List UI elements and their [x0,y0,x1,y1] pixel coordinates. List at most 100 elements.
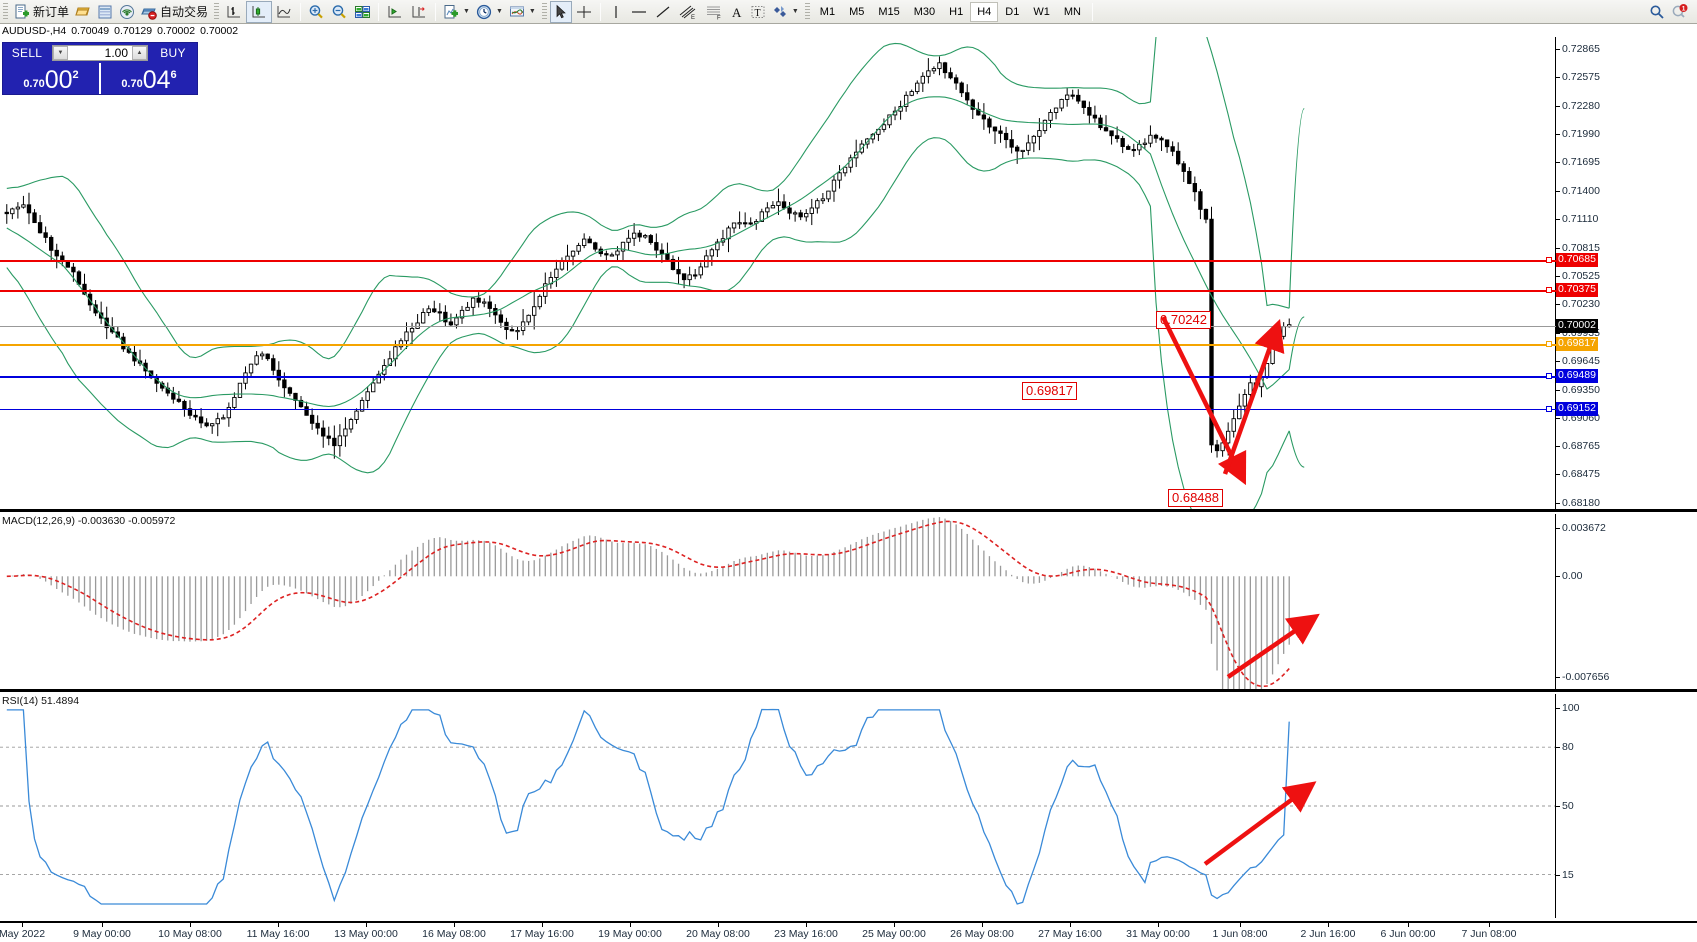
toolbar-separator-2 [378,2,380,21]
auto-scroll-button[interactable] [407,1,431,23]
timeframe-w1[interactable]: W1 [1033,5,1050,18]
macd-axis-tick [1556,677,1560,678]
price-line-current-price[interactable] [0,326,1556,328]
price-tag-resistance-lower[interactable]: 0.70375 [1556,283,1598,298]
price-tag-support-lower[interactable]: 0.69152 [1556,401,1598,416]
svg-text:E: E [691,15,695,20]
price-axis-tick [1556,190,1560,192]
chevron-down-icon-3[interactable]: ▼ [528,8,536,15]
timeframe-h4[interactable]: H4 [970,1,999,22]
chevron-down-icon-4[interactable]: ▼ [791,8,799,15]
macd-axis-tick [1556,576,1560,578]
toolbar-grip-4[interactable] [804,2,810,21]
timeframe-h1[interactable]: H1 [949,5,964,18]
chevron-down-icon[interactable]: ▼ [463,8,470,15]
price-tag-resistance-upper[interactable]: 0.70685 [1556,253,1598,268]
price-tag-pivot-orange[interactable]: 0.69817 [1556,337,1598,352]
macd-pane[interactable]: MACD(12,26,9) -0.003630 -0.005972 0.0036… [0,514,1697,689]
time-axis-label: May 2022 [0,928,46,940]
price-tag-support-upper[interactable]: 0.69489 [1556,369,1598,384]
buy-price[interactable]: 0.70 04 6 [101,63,197,94]
zoom-in-button[interactable] [305,1,328,23]
text-tool-button[interactable]: A [727,1,747,23]
rsi-pane[interactable]: RSI(14) 51.4894 100 80 50 15 [0,694,1697,918]
price-axis-line [1555,37,1556,509]
rsi-axis-label: 50 [1562,800,1574,812]
line-chart-icon [275,4,293,20]
price-pane[interactable]: 0.72865 0.72575 0.72280 0.71990 0.71695 0.714… [0,37,1697,509]
data-window-button[interactable] [116,1,138,23]
candlestick-chart-button[interactable] [246,0,273,23]
timeframe-d1[interactable]: D1 [1005,5,1020,18]
buy-button[interactable]: BUY [160,46,186,60]
sell-button[interactable]: SELL [11,46,43,60]
timeframe-m5[interactable]: M5 [849,5,865,18]
price-line-handle[interactable] [1546,287,1552,294]
autotrade-button[interactable]: 自动交易 [138,1,211,23]
line-chart-button[interactable] [272,1,296,23]
cursor-tool-button[interactable] [549,0,572,23]
fibonacci-tool-button[interactable]: F [701,1,727,23]
new-order-button[interactable]: 新订单 [11,1,72,23]
volume-increment[interactable]: ▲ [132,46,147,60]
chevron-down-icon-2[interactable]: ▼ [495,8,503,15]
annot-mid-level[interactable]: 0.69817 [1022,382,1077,400]
volume-stepper[interactable]: ▼ 1.00 ▲ [52,45,148,61]
arrows-tool-button[interactable]: ▼ [769,1,802,23]
price-axis-label: 0.71110 [1562,213,1599,226]
templates-button[interactable]: ▼ [506,1,539,23]
toolbar-separator-5 [1091,2,1093,21]
buy-price-main: 04 [142,66,171,94]
search-icon[interactable] [1649,4,1665,20]
time-axis[interactable]: May 2022 9 May 00:00 10 May 08:00 11 May 16… [0,921,1697,942]
annot-low-pivot[interactable]: 0.68488 [1168,489,1223,507]
period-button[interactable]: ▼ [473,1,506,23]
pane-separator-2 [0,689,1697,692]
horizontal-line-tool-button[interactable] [627,1,651,23]
timeframe-m15[interactable]: M15 [878,5,900,18]
one-click-trading-panel[interactable]: SELL ▼ 1.00 ▲ BUY 0.70 00 2 0.70 04 6 [2,42,198,95]
price-line-support-lower[interactable] [0,408,1556,411]
toolbar-grip[interactable] [3,2,8,21]
price-axis-tick [1556,389,1560,391]
price-axis-tick [1556,304,1560,306]
volume-decrement[interactable]: ▼ [53,46,68,60]
toolbar-grip-3[interactable] [541,2,547,21]
volume-value[interactable]: 1.00 [104,46,128,60]
text-label-tool-button[interactable]: T [747,1,769,23]
price-line-resistance-lower[interactable] [0,290,1556,292]
market-watch-button[interactable] [94,1,116,23]
vertical-line-tool-button[interactable] [605,1,627,23]
macd-axis-label: 0.00 [1562,570,1583,583]
price-line-resistance-upper[interactable] [0,260,1556,262]
rsi-arrow-overlay [1203,781,1317,866]
price-tag-current-price[interactable]: 0.70002 [1556,319,1598,334]
price-line-support-upper[interactable] [0,376,1556,378]
toolbar-grip-2[interactable] [214,2,220,21]
sell-price[interactable]: 0.70 00 2 [3,63,101,94]
price-line-handle[interactable] [1546,405,1552,412]
tile-windows-button[interactable] [351,1,374,23]
annot-high-target[interactable]: 0.70242 [1156,311,1211,329]
price-axis-tick [1556,49,1560,50]
zoom-out-button[interactable] [328,1,351,23]
vertical-line-icon [608,4,624,20]
notification-icon[interactable]: 1 [1671,3,1689,20]
price-line-pivot-orange[interactable] [0,344,1556,346]
equidistant-channel-button[interactable]: E [675,1,701,23]
new-chart-button[interactable]: ▼ [440,1,473,23]
timeframe-mn[interactable]: MN [1063,5,1081,18]
price-line-handle[interactable] [1546,341,1552,348]
price-line-handle[interactable] [1546,373,1552,380]
bar-chart-button[interactable] [222,1,246,23]
shift-chart-button[interactable] [383,1,407,23]
timeframe-m1[interactable]: M1 [819,5,836,18]
price-axis-label: 0.69645 [1562,355,1600,368]
trendline-tool-button[interactable] [651,1,675,23]
timeframe-m30[interactable]: M30 [913,5,936,18]
price-line-handle[interactable] [1546,257,1552,264]
crosshair-tool-button[interactable] [572,1,596,23]
expert-advisors-button[interactable] [72,1,94,23]
toolbar-separator [300,2,302,21]
chart-area[interactable]: 0.72865 0.72575 0.72280 0.71990 0.71695 0.714… [0,37,1697,942]
